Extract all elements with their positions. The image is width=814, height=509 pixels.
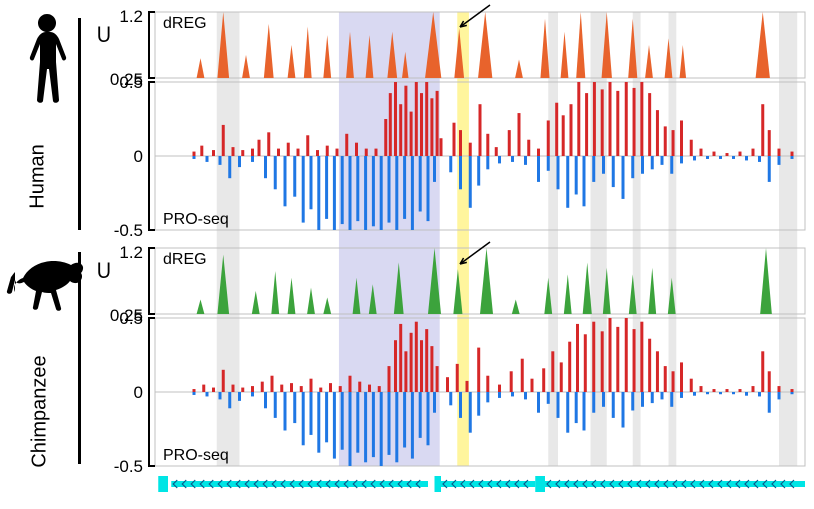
u-label-chimp: U	[97, 258, 111, 284]
svg-text:0: 0	[134, 383, 143, 402]
genome-browser-figure: dREG1.20.25PRO-seq0.50-0.5dREG1.20.25PRO…	[0, 0, 814, 509]
svg-text:0.5: 0.5	[119, 73, 143, 92]
svg-text:0: 0	[134, 147, 143, 166]
svg-text:-0.5: -0.5	[114, 221, 143, 240]
svg-text:dREG: dREG	[163, 15, 207, 32]
svg-text:-0.5: -0.5	[114, 457, 143, 476]
svg-text:PRO-seq: PRO-seq	[163, 447, 229, 464]
svg-text:1.2: 1.2	[119, 7, 143, 26]
human-label: Human	[27, 127, 50, 227]
u-label-human: U	[97, 22, 111, 48]
svg-text:0.5: 0.5	[119, 309, 143, 328]
svg-text:1.2: 1.2	[119, 243, 143, 262]
chimp-label: Chimpanzee	[29, 337, 52, 487]
svg-text:PRO-seq: PRO-seq	[163, 211, 229, 228]
svg-text:dREG: dREG	[163, 251, 207, 268]
